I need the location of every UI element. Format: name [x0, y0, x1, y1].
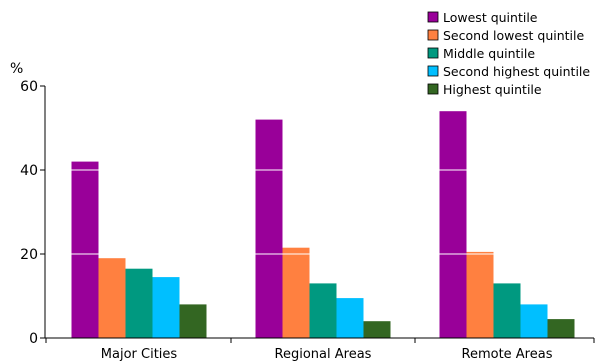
bar-regional-areas-lowest-quintile [256, 120, 283, 338]
bar-regional-areas-highest-quintile [364, 321, 391, 338]
bars-layer [72, 111, 575, 338]
y-axis-unit-label: % [10, 61, 23, 77]
legend-label-lowest-quintile: Lowest quintile [443, 10, 538, 25]
legend-swatch-lowest-quintile [428, 12, 438, 22]
bar-regional-areas-second-lowest-quintile [283, 248, 310, 338]
bar-major-cities-second-lowest-quintile [99, 258, 126, 338]
y-tick-label-40: 40 [20, 163, 38, 179]
bar-major-cities-middle-quintile [126, 269, 153, 338]
gridlines-layer [46, 86, 594, 254]
y-ticks-layer: 0 20 40 60 [20, 79, 45, 347]
bar-remote-areas-middle-quintile [494, 283, 521, 338]
legend-swatch-highest-quintile [428, 84, 438, 94]
y-tick-label-20: 20 [20, 247, 38, 263]
legend: Lowest quintile Second lowest quintile Mid… [428, 10, 590, 97]
legend-label-highest-quintile: Highest quintile [443, 82, 542, 97]
legend-swatch-second-lowest-quintile [428, 30, 438, 40]
x-ticks-layer: Major Cities Regional Areas Remote Areas [46, 338, 594, 362]
y-tick-label-60: 60 [20, 79, 38, 95]
bar-regional-areas-second-highest-quintile [337, 298, 364, 338]
bar-remote-areas-lowest-quintile [440, 111, 467, 338]
legend-swatch-second-highest-quintile [428, 66, 438, 76]
bar-regional-areas-middle-quintile [310, 283, 337, 338]
bar-remote-areas-second-lowest-quintile [467, 252, 494, 338]
legend-label-second-highest-quintile: Second highest quintile [443, 64, 590, 79]
x-category-label-regional-areas: Regional Areas [275, 347, 372, 362]
legend-label-middle-quintile: Middle quintile [443, 46, 535, 61]
bar-major-cities-lowest-quintile [72, 162, 99, 338]
x-category-label-major-cities: Major Cities [101, 347, 178, 362]
x-category-label-remote-areas: Remote Areas [462, 347, 553, 362]
bar-remote-areas-highest-quintile [548, 319, 575, 338]
legend-label-second-lowest-quintile: Second lowest quintile [443, 28, 584, 43]
bar-major-cities-second-highest-quintile [153, 277, 180, 338]
legend-swatch-middle-quintile [428, 48, 438, 58]
bar-major-cities-highest-quintile [180, 304, 207, 338]
bar-remote-areas-second-highest-quintile [521, 304, 548, 338]
y-tick-label-0: 0 [29, 331, 38, 347]
